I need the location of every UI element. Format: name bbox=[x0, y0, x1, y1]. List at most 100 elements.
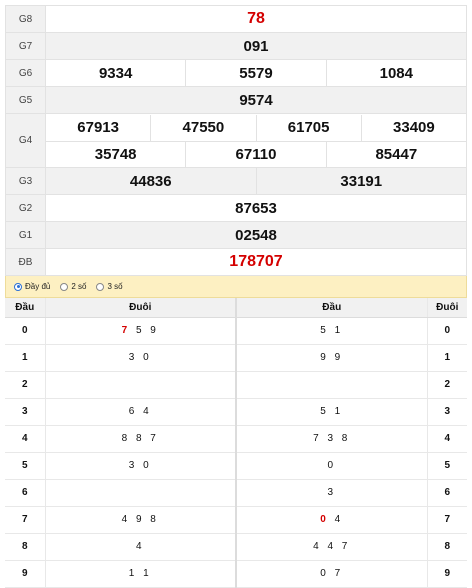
row-tails: 8 8 7 bbox=[45, 425, 237, 453]
prize-label: ĐB bbox=[5, 248, 46, 276]
prize-label: G7 bbox=[5, 32, 46, 60]
digits: 9 9 bbox=[320, 352, 344, 363]
row-key-right: 7 bbox=[426, 506, 467, 534]
row-tails: 4 bbox=[45, 533, 237, 561]
row-key-left: 7 bbox=[5, 506, 46, 534]
table-row: 8 4 4 4 7 8 bbox=[5, 533, 467, 561]
row-key-right: 1 bbox=[426, 344, 467, 372]
highlight-digit: 7 bbox=[121, 325, 131, 336]
row-key-right: 3 bbox=[426, 398, 467, 426]
row-heads: 4 4 7 bbox=[236, 533, 427, 561]
digits: 5 1 bbox=[320, 325, 344, 336]
digits: 4 bbox=[328, 514, 344, 525]
prize-number: 78 bbox=[45, 5, 467, 33]
option-two-digits[interactable]: 2 số bbox=[60, 282, 86, 291]
radio-icon[interactable] bbox=[60, 282, 69, 291]
row-heads: 7 3 8 bbox=[236, 425, 427, 453]
prize-number: 85447 bbox=[325, 141, 466, 167]
digits: 4 9 8 bbox=[121, 514, 159, 525]
option-label: Đầy đủ bbox=[25, 282, 51, 291]
prize-row-g4: G4 67913 47550 61705 33409 35748 67110 8… bbox=[5, 113, 467, 168]
prize-row-g8: G8 78 bbox=[5, 5, 467, 33]
prize-label: G4 bbox=[5, 113, 46, 168]
row-heads: 0 4 bbox=[236, 506, 427, 534]
prize-label: G2 bbox=[5, 194, 46, 222]
prize-number: 33409 bbox=[360, 114, 466, 141]
prize-table: G8 78 G7 091 G6 9334 5579 1084 G5 9574 G… bbox=[5, 5, 467, 276]
row-key-right: 5 bbox=[426, 452, 467, 480]
row-key-left: 1 bbox=[5, 344, 46, 372]
prize-row-db: ĐB 178707 bbox=[5, 248, 467, 276]
prize-number: 61705 bbox=[255, 114, 361, 141]
digits: 4 4 7 bbox=[313, 541, 351, 552]
digits: 3 bbox=[327, 487, 337, 498]
row-key-right: 9 bbox=[426, 560, 467, 588]
prize-number: 35748 bbox=[94, 145, 137, 163]
row-heads: 5 1 bbox=[236, 317, 427, 345]
row-heads bbox=[236, 371, 427, 399]
prize-number: 1084 bbox=[325, 60, 466, 86]
header-duoi-left: Đuôi bbox=[45, 298, 237, 318]
row-key-right: 8 bbox=[426, 533, 467, 561]
row-key-left: 6 bbox=[5, 479, 46, 507]
prize-number: 9334 bbox=[98, 64, 133, 82]
prize-number: 5579 bbox=[185, 60, 325, 86]
digits: 5 9 bbox=[130, 325, 159, 336]
option-label: 3 số bbox=[107, 282, 123, 291]
table-row: 4 8 8 7 7 3 8 4 bbox=[5, 425, 467, 453]
row-key-right: 4 bbox=[426, 425, 467, 453]
header-dau-left: Đầu bbox=[5, 298, 46, 318]
row-heads: 0 7 bbox=[236, 560, 427, 588]
prize-number: 9574 bbox=[45, 86, 467, 114]
row-key-left: 9 bbox=[5, 560, 46, 588]
digits: 0 7 bbox=[320, 568, 344, 579]
prize-row-g2: G2 87653 bbox=[5, 194, 467, 222]
prize-number: 47550 bbox=[150, 114, 255, 141]
option-label: 2 số bbox=[71, 282, 87, 291]
highlight-digit: 0 bbox=[320, 514, 329, 525]
digits: 5 1 bbox=[320, 406, 344, 417]
lottery-result-panel: G8 78 G7 091 G6 9334 5579 1084 G5 9574 G… bbox=[5, 5, 467, 588]
display-options-bar: Đầy đủ 2 số 3 số bbox=[5, 276, 467, 298]
digits: 4 bbox=[135, 541, 145, 552]
digits: 0 bbox=[327, 460, 337, 471]
header-duoi-right: Đuôi bbox=[426, 298, 467, 318]
row-key-left: 2 bbox=[5, 371, 46, 399]
row-key-left: 5 bbox=[5, 452, 46, 480]
table-row: 3 6 4 5 1 3 bbox=[5, 398, 467, 426]
prize-label: G5 bbox=[5, 86, 46, 114]
row-heads: 9 9 bbox=[236, 344, 427, 372]
table-row: 6 3 6 bbox=[5, 479, 467, 507]
row-key-left: 8 bbox=[5, 533, 46, 561]
prize-number: 87653 bbox=[45, 194, 467, 222]
row-tails: 1 1 bbox=[45, 560, 237, 588]
row-heads: 5 1 bbox=[236, 398, 427, 426]
table-row: 9 1 1 0 7 9 bbox=[5, 560, 467, 588]
prize-label: G1 bbox=[5, 221, 46, 249]
prize-number: 67913 bbox=[77, 119, 119, 136]
prize-number: 44836 bbox=[129, 172, 172, 190]
prize-number: 02548 bbox=[45, 221, 467, 249]
prize-label: G8 bbox=[5, 5, 46, 33]
row-key-right: 2 bbox=[426, 371, 467, 399]
option-three-digits[interactable]: 3 số bbox=[96, 282, 123, 291]
digits: 7 3 8 bbox=[313, 433, 351, 444]
row-key-right: 0 bbox=[426, 317, 467, 345]
table-row: 1 3 0 9 9 1 bbox=[5, 344, 467, 372]
digits: 3 0 bbox=[128, 352, 152, 363]
digits: 6 4 bbox=[128, 406, 152, 417]
option-full[interactable]: Đầy đủ bbox=[14, 282, 50, 291]
table-row: 5 3 0 0 5 bbox=[5, 452, 467, 480]
radio-icon[interactable] bbox=[96, 282, 105, 291]
row-tails bbox=[45, 479, 237, 507]
prize-row-g7: G7 091 bbox=[5, 32, 467, 60]
row-key-right: 6 bbox=[426, 479, 467, 507]
row-tails: 3 0 bbox=[45, 344, 237, 372]
row-tails: 7 5 9 bbox=[45, 317, 237, 345]
prize-row-g6: G6 9334 5579 1084 bbox=[5, 59, 467, 87]
radio-selected-icon[interactable] bbox=[14, 282, 22, 291]
row-tails bbox=[45, 371, 237, 399]
